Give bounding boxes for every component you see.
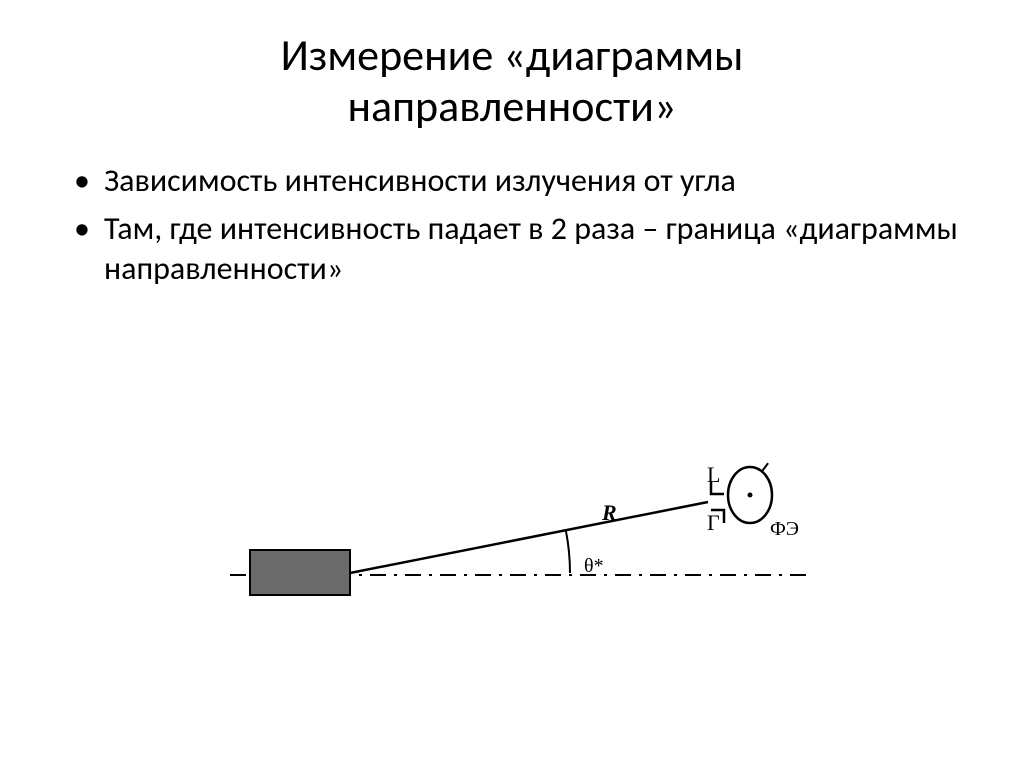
svg-text:ФЭ: ФЭ	[770, 518, 799, 540]
bullet-item: Зависимость интенсивности излучения от у…	[70, 161, 964, 201]
bullet-list: Зависимость интенсивности излучения от у…	[70, 161, 964, 289]
bullet-item: Там, где интенсивность падает в 2 раза –…	[70, 209, 964, 289]
schematic-svg: R LГθ* ФЭ	[210, 420, 830, 640]
bullet-text: Зависимость интенсивности излучения от у…	[104, 161, 736, 200]
svg-text:θ*: θ*	[584, 555, 604, 577]
title-line-2: направленности»	[348, 79, 677, 133]
page-title: Измерение «диаграммы направленности»	[60, 30, 964, 131]
svg-text:Г: Г	[707, 510, 720, 535]
title-line-1: Измерение «диаграммы	[281, 28, 744, 82]
svg-text:L: L	[707, 462, 720, 487]
schematic-diagram: R LГθ* ФЭ	[210, 420, 830, 640]
bullet-text: Там, где интенсивность падает в 2 раза –…	[104, 209, 958, 288]
svg-text:R: R	[601, 500, 617, 525]
